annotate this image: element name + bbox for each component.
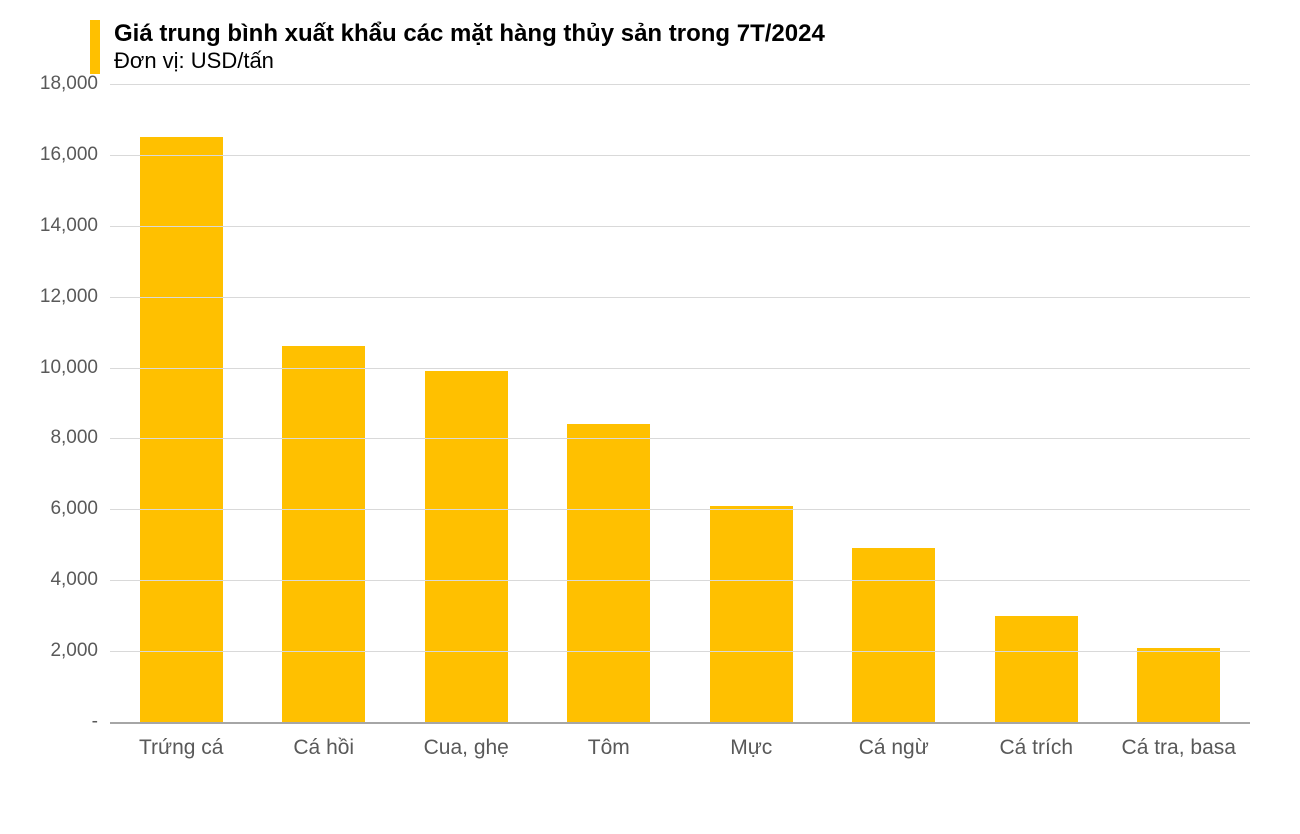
- bar-slot: [823, 84, 966, 722]
- x-axis-tick-label: Tôm: [538, 736, 681, 760]
- bar: [710, 506, 793, 722]
- x-axis-tick-label: Trứng cá: [110, 736, 253, 760]
- x-axis-tick-label: Cá tra, basa: [1108, 736, 1251, 760]
- gridline: [110, 297, 1250, 298]
- title-accent-bar: [90, 20, 100, 74]
- x-axis-tick-label: Mực: [680, 736, 823, 760]
- bar: [995, 616, 1078, 722]
- bar-slot: [110, 84, 253, 722]
- chart-title: Giá trung bình xuất khẩu các mặt hàng th…: [114, 20, 825, 48]
- bars-group: [110, 84, 1250, 722]
- x-axis-tick-label: Cua, ghẹ: [395, 736, 538, 760]
- chart-area: -2,0004,0006,0008,00010,00012,00014,0001…: [110, 84, 1250, 760]
- y-axis-tick-label: 4,000: [50, 569, 98, 591]
- bar-slot: [395, 84, 538, 722]
- gridline: [110, 226, 1250, 227]
- bar-slot: [253, 84, 396, 722]
- x-axis-tick-label: Cá hồi: [253, 736, 396, 760]
- title-block: Giá trung bình xuất khẩu các mặt hàng th…: [90, 20, 1270, 74]
- gridline: [110, 651, 1250, 652]
- gridline: [110, 580, 1250, 581]
- chart-subtitle: Đơn vị: USD/tấn: [114, 48, 825, 74]
- x-axis-tick-label: Cá trích: [965, 736, 1108, 760]
- gridline: [110, 368, 1250, 369]
- bar: [1137, 648, 1220, 722]
- title-text-group: Giá trung bình xuất khẩu các mặt hàng th…: [114, 20, 825, 74]
- chart-container: Giá trung bình xuất khẩu các mặt hàng th…: [30, 20, 1270, 804]
- x-axis-tick-label: Cá ngừ: [823, 736, 966, 760]
- y-axis-tick-label: -: [92, 711, 98, 733]
- bar-slot: [680, 84, 823, 722]
- x-axis-labels: Trứng cáCá hồiCua, ghẹTômMựcCá ngừCá trí…: [110, 736, 1250, 760]
- bar-slot: [1108, 84, 1251, 722]
- y-axis-tick-label: 6,000: [50, 498, 98, 520]
- y-axis-tick-label: 16,000: [40, 144, 98, 166]
- y-axis-tick-label: 8,000: [50, 427, 98, 449]
- y-axis-tick-label: 2,000: [50, 640, 98, 662]
- gridline: [110, 155, 1250, 156]
- bar-slot: [965, 84, 1108, 722]
- y-axis-tick-label: 14,000: [40, 215, 98, 237]
- bar-slot: [538, 84, 681, 722]
- gridline: [110, 438, 1250, 439]
- y-axis-tick-label: 18,000: [40, 73, 98, 95]
- y-axis-tick-label: 12,000: [40, 286, 98, 308]
- bar: [852, 548, 935, 722]
- gridline: [110, 509, 1250, 510]
- bar: [282, 346, 365, 722]
- gridline: [110, 84, 1250, 85]
- plot-region: -2,0004,0006,0008,00010,00012,00014,0001…: [110, 84, 1250, 724]
- bar: [425, 371, 508, 722]
- y-axis-tick-label: 10,000: [40, 357, 98, 379]
- bar: [567, 424, 650, 722]
